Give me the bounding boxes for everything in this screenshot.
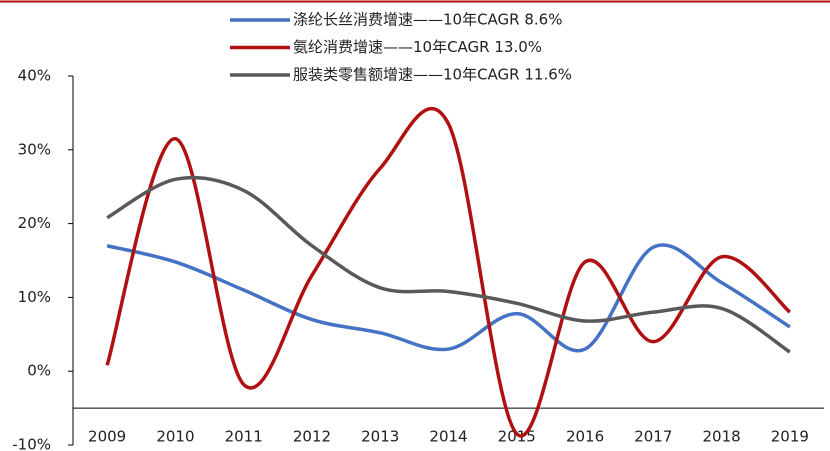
x-tick-label: 2014 xyxy=(429,428,467,446)
x-tick-label: 2013 xyxy=(361,428,399,446)
x-tick-label: 2012 xyxy=(293,428,331,446)
x-tick-label: 2011 xyxy=(225,428,263,446)
series-line xyxy=(106,175,791,354)
y-tick-label: 0% xyxy=(27,362,51,380)
x-tick-label: 2017 xyxy=(634,428,672,446)
x-tick-label: 2019 xyxy=(771,428,809,446)
y-tick-label: -10% xyxy=(12,436,51,451)
y-tick-label: 30% xyxy=(18,140,51,158)
series-line xyxy=(105,106,792,438)
x-tick-label: 2009 xyxy=(88,428,126,446)
y-tick-label: 40% xyxy=(18,67,51,85)
x-tick-label: 2010 xyxy=(156,428,194,446)
legend-label: 涤纶长丝消费增速——10年CAGR 8.6% xyxy=(293,11,562,29)
x-tick-label: 2018 xyxy=(702,428,740,446)
legend-label: 氨纶消费增速——10年CAGR 13.0% xyxy=(293,38,542,56)
legend-label: 服装类零售额增速——10年CAGR 11.6% xyxy=(293,66,572,84)
series-line xyxy=(106,243,791,353)
y-tick-label: 10% xyxy=(18,288,51,306)
y-tick-label: 20% xyxy=(18,214,51,232)
x-tick-label: 2016 xyxy=(566,428,604,446)
